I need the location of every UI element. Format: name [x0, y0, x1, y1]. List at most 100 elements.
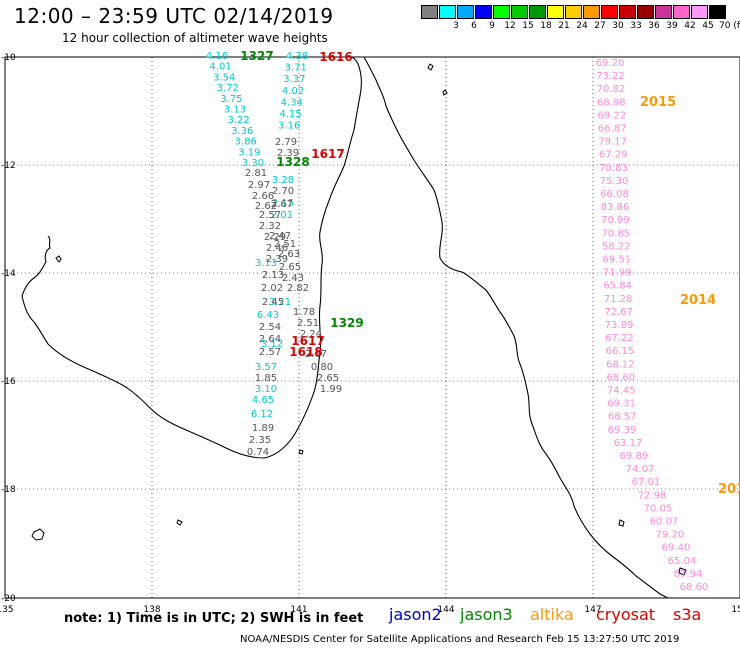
wave-height-label: 71.99: [603, 268, 632, 279]
wave-height-label: 69.31: [607, 399, 636, 410]
wave-height-label: 67.29: [599, 150, 628, 161]
scale-label: 18: [540, 21, 552, 31]
wave-height-label: 65.84: [603, 281, 632, 292]
scale-label: 36: [648, 21, 660, 31]
wave-height-label: 3.12: [261, 339, 283, 350]
wave-height-label: 2.57: [259, 347, 281, 358]
wave-height-label: 3.71: [285, 63, 307, 74]
wave-height-label: 3.19: [238, 147, 260, 158]
wave-height-label: 3.28: [272, 175, 294, 186]
scale-swatch: [547, 5, 564, 19]
lat-tick-label: -14: [1, 269, 16, 279]
wave-height-label: 70.82: [597, 84, 626, 95]
wave-height-label: 69.51: [602, 255, 631, 266]
wave-height-label: 3.37: [283, 74, 305, 85]
wave-height-label: 68.57: [608, 412, 637, 423]
wave-height-label: 79.17: [598, 137, 627, 148]
wave-height-label: 4.01: [209, 62, 231, 73]
wave-height-label: 3.75: [220, 94, 242, 105]
pass-number-label: 1617: [311, 147, 344, 161]
coastline-cape-york: [363, 56, 669, 599]
wave-height-label: 2.32: [259, 221, 281, 232]
wave-height-label: 2.64: [259, 334, 281, 345]
scale-label: 6: [471, 21, 477, 31]
altika-year-label: 2014: [680, 293, 716, 308]
wave-height-label: 0.74: [247, 447, 269, 458]
wave-height-label: 63.17: [614, 438, 643, 449]
wave-height-label: 2.35: [249, 435, 271, 446]
wave-height-label: 2.51: [297, 318, 319, 329]
wave-height-label: 2.66: [252, 191, 274, 202]
wave-height-label: 71.28: [604, 294, 633, 305]
wave-height-label: 2.62: [255, 201, 277, 212]
scale-swatch: [493, 5, 510, 19]
wave-height-label: 2.54: [259, 322, 281, 333]
note-text: note: 1) Time is in UTC; 2) SWH is in fe…: [64, 611, 364, 626]
scale-label: 27: [594, 21, 606, 31]
wave-height-label: 74.45: [607, 386, 636, 397]
scale-swatch: [601, 5, 618, 19]
pass-number-label: 1618: [289, 345, 322, 359]
wave-height-label: 75.30: [600, 176, 629, 187]
credit-text: NOAA/NESDIS Center for Satellite Applica…: [240, 634, 680, 645]
wave-height-label: 4.02: [282, 86, 304, 97]
scale-label: 24: [576, 21, 588, 31]
pass-number-label: 1327: [240, 49, 273, 63]
wave-height-label: 2.65: [317, 373, 339, 384]
scale-label: 39: [666, 21, 678, 31]
wave-height-label: 4.65: [252, 395, 274, 406]
wave-height-label: 2.79: [275, 137, 297, 148]
legend-entry: s3a: [673, 605, 702, 624]
wave-height-label: 1.99: [320, 384, 342, 395]
wave-height-label: 1.85: [255, 373, 277, 384]
scale-swatch: [655, 5, 672, 19]
wave-height-label: 66.87: [598, 124, 627, 135]
scale-label: 3: [453, 21, 459, 31]
scale-label: 45: [702, 21, 714, 31]
altika-year-label: 201: [718, 482, 740, 497]
wave-height-label: 2.39: [277, 148, 299, 159]
legend-entry: altika: [530, 605, 574, 624]
legend-entry: cryosat: [596, 605, 656, 624]
wave-height-label: 67.94: [674, 569, 703, 580]
wave-height-label: 0.80: [311, 362, 333, 373]
wave-height-label: 69.40: [662, 543, 691, 554]
scale-label: 30: [612, 21, 624, 31]
wave-height-label: 2.81: [245, 168, 267, 179]
wave-height-label: 2.02: [261, 283, 283, 294]
wave-height-label: 2.57: [259, 210, 281, 221]
wave-height-label: 66.15: [606, 346, 635, 357]
pass-number-label: 1329: [330, 316, 363, 330]
wave-height-label: 2.97: [248, 180, 270, 191]
wave-height-label: 2.45: [262, 297, 284, 308]
wave-height-label: 3.21: [269, 297, 291, 308]
wave-height-label: 2.46: [266, 243, 288, 254]
scale-swatch: [565, 5, 582, 19]
wave-height-label: 6.43: [257, 310, 279, 321]
pass-number-label: 1328: [276, 155, 309, 169]
lon-tick-label: 141: [290, 605, 307, 615]
scale-swatch: [421, 5, 438, 19]
pass-number-label: 1617: [291, 334, 324, 348]
scale-swatch: [583, 5, 600, 19]
wave-height-label: 65.04: [668, 556, 697, 567]
wave-height-label: 4.16: [206, 51, 228, 62]
wave-height-label: 2.24: [300, 329, 322, 340]
wave-height-label: 72.67: [604, 307, 633, 318]
wave-height-label: 67.22: [605, 333, 634, 344]
scale-label: 12: [504, 21, 516, 31]
wave-height-label: 74.07: [626, 464, 655, 475]
wave-height-label: 2.13: [262, 270, 284, 281]
altika-year-label: 2015: [640, 95, 676, 110]
wave-height-label: 73.89: [605, 320, 634, 331]
legend-entry: jason3: [460, 605, 513, 624]
wave-height-label: 68.60: [606, 372, 635, 383]
wave-height-label: 3.13: [255, 258, 277, 269]
coastline-islands: [31, 63, 687, 576]
wave-height-label: 69.20: [596, 58, 625, 69]
wave-height-label: 1.89: [252, 423, 274, 434]
wave-height-label: 2.15: [272, 198, 294, 209]
wave-height-label: 2.67: [305, 349, 327, 360]
wave-height-label: 3.36: [231, 126, 253, 137]
wave-height-label: 3.86: [235, 137, 257, 148]
